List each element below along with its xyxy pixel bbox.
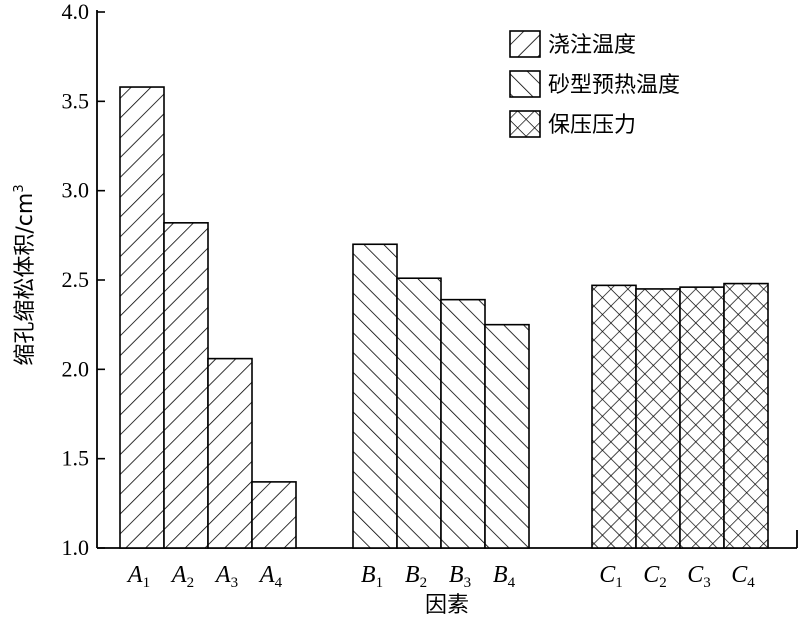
legend-label: 砂型预热温度: [548, 73, 680, 98]
bar-c1: [591, 284, 637, 549]
x-tick-label-letter: A: [214, 562, 231, 588]
legend-swatch: [509, 70, 541, 98]
y-tick-label: 3.0: [62, 178, 90, 203]
legend-label: 浇注温度: [548, 33, 636, 58]
y-tick-label: 4.0: [62, 0, 90, 24]
x-tick-label: C3: [687, 562, 711, 591]
x-tick-label-letter: A: [170, 562, 187, 588]
x-tick-label-letter: B: [449, 562, 464, 588]
y-tick-label: 2.0: [62, 356, 90, 381]
bar-a2: [163, 222, 209, 549]
x-tick-label-letter: A: [258, 562, 275, 588]
y-axis-title: 缩孔缩松体积/cm3: [12, 184, 38, 365]
y-axis-title-superscript: 3: [12, 184, 27, 192]
x-tick-label: C4: [731, 562, 755, 591]
x-tick-label: C1: [599, 562, 623, 591]
y-tick-label: 2.5: [62, 267, 90, 292]
bar-a1: [119, 86, 165, 549]
x-tick-label: C2: [643, 562, 667, 591]
x-axis-title: 因素: [425, 593, 469, 618]
x-tick-label-letter: B: [493, 562, 508, 588]
bar-b1: [352, 243, 398, 549]
x-tick-label-letter: B: [405, 562, 420, 588]
bars-group: [119, 86, 769, 549]
x-tick-label-letter: C: [643, 562, 660, 588]
x-tick-label-subscript: 3: [703, 575, 711, 591]
x-tick-label-subscript: 2: [659, 575, 667, 591]
y-tick-label: 1.0: [62, 535, 90, 560]
x-tick-label-subscript: 2: [420, 575, 428, 591]
x-tick-label-subscript: 4: [747, 575, 755, 591]
x-tick-label-subscript: 4: [508, 575, 516, 591]
bar-a4: [251, 481, 297, 549]
x-tick-label-subscript: 2: [187, 575, 195, 591]
bar-b3: [440, 298, 486, 549]
x-tick-label-subscript: 4: [275, 575, 283, 591]
y-axis-title-text: 缩孔缩松体积/cm: [13, 193, 38, 366]
x-tick-label-letter: C: [687, 562, 704, 588]
x-tick-label-letter: A: [126, 562, 143, 588]
y-axis-ticks: 1.0 1.5 2.0 2.5 3.0 3.5 4.0: [62, 0, 105, 560]
legend-swatch: [509, 30, 541, 58]
legend-label: 保压压力: [548, 113, 636, 138]
bar-b2: [396, 277, 442, 549]
bar-b4: [484, 323, 530, 549]
x-tick-label: A3: [214, 562, 238, 591]
x-tick-label-letter: B: [361, 562, 376, 588]
legend-swatch: [509, 110, 541, 138]
bar-c4: [723, 282, 769, 549]
x-tick-label-subscript: 3: [231, 575, 239, 591]
x-tick-label-subscript: 1: [376, 575, 384, 591]
y-tick-label: 3.5: [62, 88, 90, 113]
x-tick-label-letter: C: [731, 562, 748, 588]
x-tick-label-subscript: 1: [615, 575, 623, 591]
y-tick-label: 1.5: [62, 446, 90, 471]
x-tick-label: A1: [126, 562, 150, 591]
bar-a3: [207, 357, 253, 549]
x-tick-label: A2: [170, 562, 194, 591]
x-tick-label: B3: [449, 562, 471, 591]
x-tick-label: A4: [258, 562, 283, 591]
x-tick-label-subscript: 1: [143, 575, 151, 591]
x-tick-label-subscript: 3: [464, 575, 472, 591]
x-tick-label: B1: [361, 562, 383, 591]
x-axis-tick-labels: A1 A2 A3 A4 B1 B2 B3 B4 C1 C2 C3 C4: [126, 562, 755, 591]
x-tick-label: B2: [405, 562, 427, 591]
x-tick-label-letter: C: [599, 562, 616, 588]
bar-c2: [635, 288, 681, 549]
bar-c3: [679, 286, 725, 549]
x-tick-label: B4: [493, 562, 516, 591]
